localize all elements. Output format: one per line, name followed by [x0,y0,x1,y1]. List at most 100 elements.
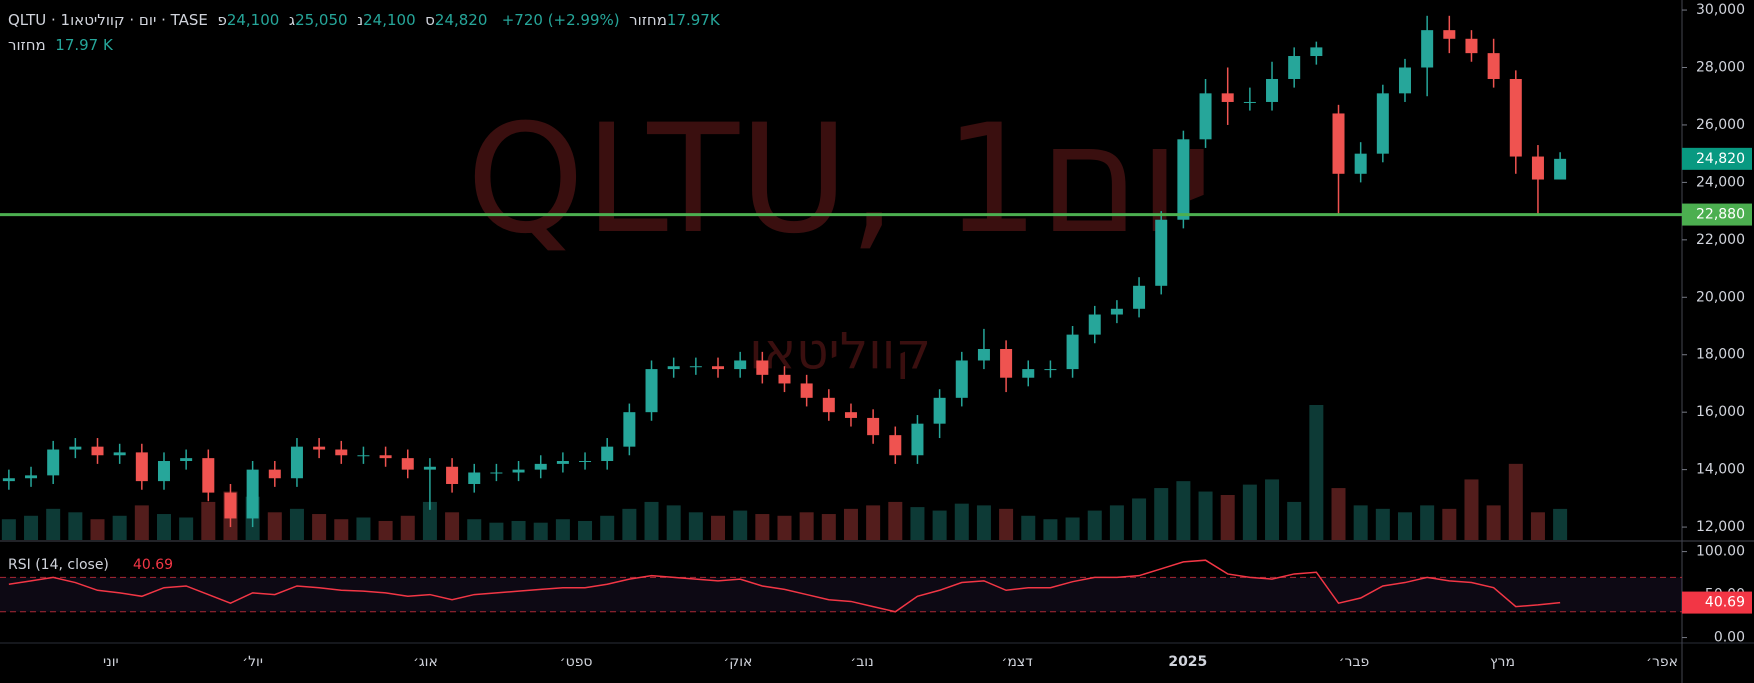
candle-body [933,397,946,424]
candle-body [335,449,348,456]
volume-bar [1397,512,1412,540]
y-tick-label: 26,000 [1696,117,1745,133]
volume-bar [688,512,703,540]
candle-body [446,466,459,484]
candle-body [1155,219,1168,286]
candle-body [1509,78,1522,157]
candle-body [1066,334,1079,370]
candle-body [1531,156,1544,180]
x-tick-label: פבר׳ [1339,654,1370,670]
candle-body [977,348,990,361]
volume-key: מחזור [629,11,667,29]
volume-bar [777,515,792,540]
candle-body [246,469,259,519]
candle-body [667,366,680,370]
candle-body [1000,348,1013,378]
volume-bar [1309,405,1324,540]
candle-body [180,458,193,462]
volume-bar [134,505,149,540]
volume-bar [644,501,659,540]
volume-bar [156,514,171,540]
candle-body [556,461,569,464]
volume-bar [1530,512,1545,540]
volume-bar [799,512,814,540]
rsi-name: RSI (14, close) [8,557,109,573]
candle-body [357,455,370,457]
x-tick-label: נוב׳ [850,654,873,670]
volume-bar [68,512,83,540]
rsi-label-box [1682,591,1752,614]
volume-bar [24,515,39,540]
volume-bar [1065,517,1080,540]
x-tick-label: יוני [103,654,119,670]
candle-body [313,446,326,450]
legend-line: QLTU · 1יום · קווליטאו · TASE פ24,100 ג2… [8,8,720,33]
volume-bar [666,505,681,540]
ohlc-key: ג [288,11,296,29]
x-tick-label: אוג׳ [413,654,438,670]
volume-bar [932,510,947,540]
volume-bar [467,519,482,540]
volume-bar [1154,488,1169,540]
last-price-label: 24,820 [1696,151,1745,167]
ohlc-value: 24,100 [226,11,280,29]
y-tick-label: 16,000 [1696,404,1745,420]
candle-body [401,458,414,470]
candle-body [889,435,902,456]
candle-body [689,366,702,368]
volume-line: מחזור 17.97 K [8,33,720,58]
volume-bar [1109,505,1124,540]
y-tick-label: 22,000 [1696,232,1745,248]
candle-body [1110,308,1123,315]
volume-bar [400,515,415,540]
ohlc: פ24,100 ג25,050 נ24,100 ס24,820 [217,11,497,29]
candle-body [1177,139,1190,220]
candle-body [645,369,658,413]
candle-body [734,360,747,370]
candle-body [512,469,525,473]
x-tick-label: ספט׳ [560,654,593,670]
volume-bar [843,508,858,540]
rsi-y-tick-label: 100.00 [1696,544,1745,560]
candle-body [1022,369,1035,378]
ohlc-value: 25,050 [295,11,348,29]
volume-bar [755,514,770,540]
volume-value: 17.97 K [55,36,113,54]
volume-bar [1,519,16,540]
volume-bar [1043,519,1058,540]
x-tick-label: 2025 [1168,654,1207,670]
volume-bar [711,515,726,540]
candle-body [778,374,791,384]
volume-key: מחזור [8,36,46,54]
volume-bar [422,501,437,540]
rsi-value: 40.69 [133,557,173,573]
volume-bar [1442,508,1457,540]
candle-body [379,455,392,459]
volume-bar [976,505,991,540]
volume-bar [356,517,371,540]
ohlc-value: 24,820 [434,11,488,29]
volume-bar [910,507,925,540]
volume-bar [511,520,526,540]
volume-bar [1021,515,1036,540]
candle-body [1133,285,1146,309]
ohlc-key: נ [357,11,364,29]
candle-body [1310,47,1323,57]
volume-bar [821,514,836,540]
volume-bar [888,501,903,540]
volume-bar [1464,479,1479,540]
rsi-label: 40.69 [1705,595,1745,611]
volume-bar [1353,505,1368,540]
volume-bar [954,503,969,540]
volume-bar [1176,481,1191,540]
candle-body [69,446,82,450]
candle-body [712,366,725,370]
volume-bar [378,520,393,540]
candle-body [135,452,148,482]
volume-bar [46,508,61,540]
y-tick-label: 28,000 [1696,60,1745,76]
candle-body [756,360,769,375]
y-tick-label: 12,000 [1696,519,1745,535]
y-tick-label: 20,000 [1696,289,1745,305]
ohlc-key: פ [217,11,227,29]
